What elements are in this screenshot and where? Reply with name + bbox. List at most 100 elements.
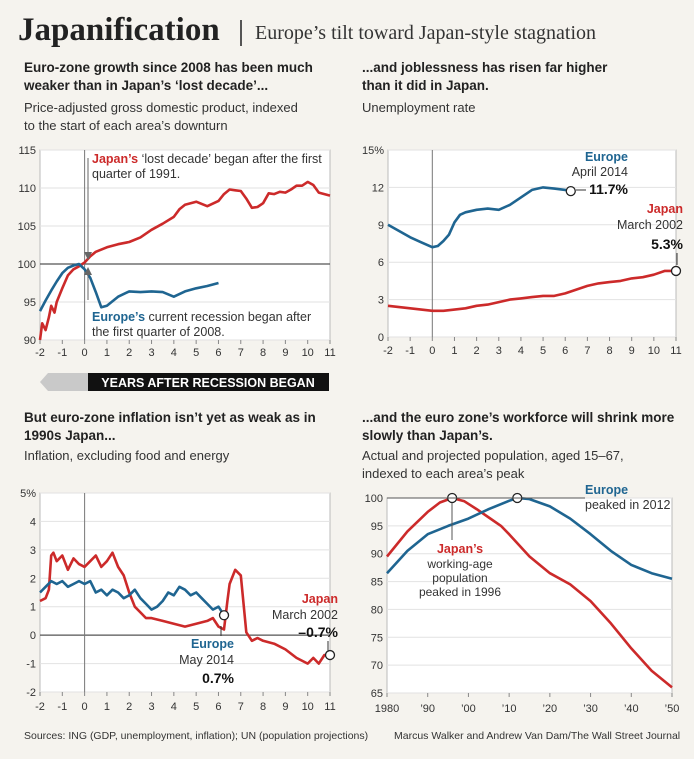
x-tick-label: 9	[282, 347, 288, 359]
unemp-title-line: ...and joblessness has risen far higher	[362, 60, 608, 75]
europe-label: Europe’s	[92, 310, 145, 324]
japan-annotation: Japan’s ‘lost decade’ began after the fi…	[92, 152, 322, 166]
x-tick-label: 3	[148, 701, 154, 713]
x-tick-label: 1	[104, 347, 110, 359]
x-tick-label: 8	[260, 347, 266, 359]
y-tick-label: 100	[18, 259, 36, 271]
pop-subtitle-line: Actual and projected population, aged 15…	[362, 448, 624, 463]
x-tick-label: 4	[171, 347, 177, 359]
x-tick-label: 1	[451, 345, 457, 357]
europe-point-marker	[565, 185, 576, 197]
y-tick-label: 0	[378, 332, 384, 344]
y-tick-label: 95	[371, 521, 383, 533]
y-tick-label: 90	[371, 549, 383, 561]
europe-note: current recession began after	[149, 310, 312, 324]
japan-note: ‘lost decade’ began after the first	[142, 152, 323, 166]
infl-title-line: 1990s Japan...	[24, 428, 116, 443]
x-tick-label: 5	[540, 345, 546, 357]
europe-series-line	[386, 496, 673, 581]
japan-note-line2: quarter of 1991.	[92, 167, 180, 181]
y-tick-label: 65	[371, 688, 383, 700]
x-tick-label: 11	[670, 345, 681, 357]
plot-area	[386, 497, 673, 694]
gdp-panel-title: Euro-zone growth since 2008 has been muc…	[24, 59, 313, 95]
x-tick-label: 0	[429, 345, 435, 357]
y-tick-label: 70	[371, 660, 383, 672]
europe-series-line	[38, 262, 219, 312]
footer-credit: Marcus Walker and Andrew Van Dam/The Wal…	[394, 730, 681, 742]
europe-series-line	[387, 186, 572, 249]
y-tick-label: 5%	[20, 488, 36, 500]
x-tick-label: 0	[82, 347, 88, 359]
infl-japan-date: March 2002	[272, 608, 338, 622]
japan-series-line	[385, 496, 673, 689]
banner-label: YEARS AFTER RECESSION BEGAN	[101, 376, 314, 390]
x-tick-label: 9	[629, 345, 635, 357]
infl-europe-label: Europe	[191, 637, 234, 651]
y-tick-label: 3	[30, 545, 36, 557]
gdp-title-line: weaker than in Japan’s ‘lost decade’...	[24, 78, 269, 93]
infl-annotations: Japan March 2002 –0.7% Europe May 2014 0…	[179, 592, 338, 686]
pop-japan-label: Japan’s	[437, 542, 483, 556]
y-tick-label: 6	[378, 257, 384, 269]
unemp-japan-value: 5.3%	[651, 236, 683, 252]
x-tick-label: 4	[518, 345, 524, 357]
years-banner: YEARS AFTER RECESSION BEGAN	[40, 373, 329, 391]
x-tick-label: ’30	[583, 703, 598, 715]
x-tick-label: 3	[148, 347, 154, 359]
x-tick-label: 2	[474, 345, 480, 357]
europe-annotation: Europe’s current recession began after	[92, 310, 311, 324]
x-tick-label: 7	[238, 701, 244, 713]
y-tick-label: 0	[30, 630, 36, 642]
pop-japan-note-line: working-age	[426, 557, 493, 571]
pop-japan-note-line: population	[432, 571, 487, 585]
gdp-subtitle-line: Price-adjusted gross domestic product, i…	[24, 100, 298, 115]
pop-europe-note: peaked in 2012	[585, 498, 671, 512]
y-tick-label: 2	[30, 573, 36, 585]
y-tick-label: 105	[18, 221, 36, 233]
x-tick-label: 4	[171, 701, 177, 713]
x-tick-label: 8	[260, 701, 266, 713]
plot-area	[39, 492, 331, 693]
y-tick-label: 95	[24, 297, 36, 309]
banner-bar	[88, 373, 329, 391]
gdp-title-line: Euro-zone growth since 2008 has been muc…	[24, 60, 313, 75]
title-separator	[240, 20, 242, 46]
y-tick-label: -1	[26, 659, 36, 671]
page-subtitle: Europe’s tilt toward Japan-style stagnat…	[255, 22, 597, 44]
y-tick-label: 90	[24, 335, 36, 347]
x-tick-label: 11	[324, 347, 335, 359]
x-tick-label: 10	[648, 345, 660, 357]
x-tick-label: -1	[57, 701, 67, 713]
x-tick-label: 3	[496, 345, 502, 357]
japan-series-line	[38, 180, 331, 341]
infl-japan-value: –0.7%	[298, 624, 338, 640]
x-tick-label: 8	[606, 345, 612, 357]
x-tick-label: 5	[193, 701, 199, 713]
japan-pointer-arrow	[84, 252, 92, 260]
population-chart: 65 70 75 80 85 90 95 100 1980 ’90 ’00 ’10 ’20 ’30 ’40 ’…	[365, 492, 679, 715]
europe-pointer-arrow	[84, 267, 92, 275]
x-tick-label: 9	[282, 701, 288, 713]
unemp-japan-label: Japan	[647, 202, 683, 216]
infl-europe-date: May 2014	[179, 653, 234, 667]
x-tick-label: -1	[57, 347, 67, 359]
gdp-annotations: Japan’s ‘lost decade’ began after the fi…	[84, 152, 322, 339]
x-tick-label: 1	[104, 701, 110, 713]
unemp-japan-date: March 2002	[617, 218, 683, 232]
x-tick-label: 7	[238, 347, 244, 359]
pop-europe-label: Europe	[585, 483, 628, 497]
europe-series-line	[39, 579, 226, 616]
pop-panel-subtitle: Actual and projected population, aged 15…	[362, 447, 624, 483]
y-tick-label: 9	[378, 220, 384, 232]
x-tick-label: 10	[302, 347, 314, 359]
x-tick-label: -2	[35, 701, 45, 713]
y-tick-label: 75	[371, 632, 383, 644]
pop-japan-note-line: peaked in 1996	[419, 585, 501, 599]
x-tick-label: 5	[193, 347, 199, 359]
japan-point-marker	[324, 649, 336, 661]
page-title: Japanification	[18, 12, 220, 48]
inflation-chart: -2 -1 0 1 2 3 4 5% -2 -1 0 1 2 3 4 5 6 7 8 9 10 11	[20, 488, 336, 713]
japan-series-line	[387, 269, 676, 313]
